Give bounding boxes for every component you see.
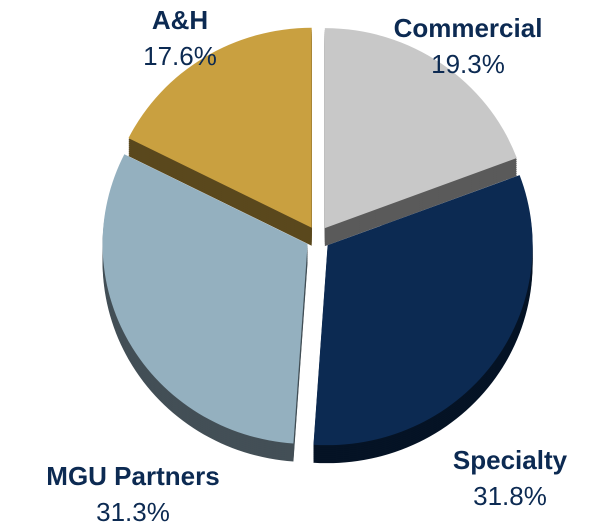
slice-name: Specialty: [453, 445, 568, 475]
slice: [324, 28, 517, 229]
slice: [128, 27, 312, 228]
slice-value: 31.3%: [96, 497, 170, 527]
slice-value: 19.3%: [431, 49, 505, 79]
slice-name: MGU Partners: [46, 461, 219, 491]
slice-name: A&H: [152, 5, 208, 35]
slice: [102, 154, 308, 444]
slice-value: 31.8%: [473, 481, 547, 511]
slice-name: Commercial: [394, 13, 543, 43]
slice-value: 17.6%: [143, 41, 217, 71]
slice: [313, 175, 533, 446]
